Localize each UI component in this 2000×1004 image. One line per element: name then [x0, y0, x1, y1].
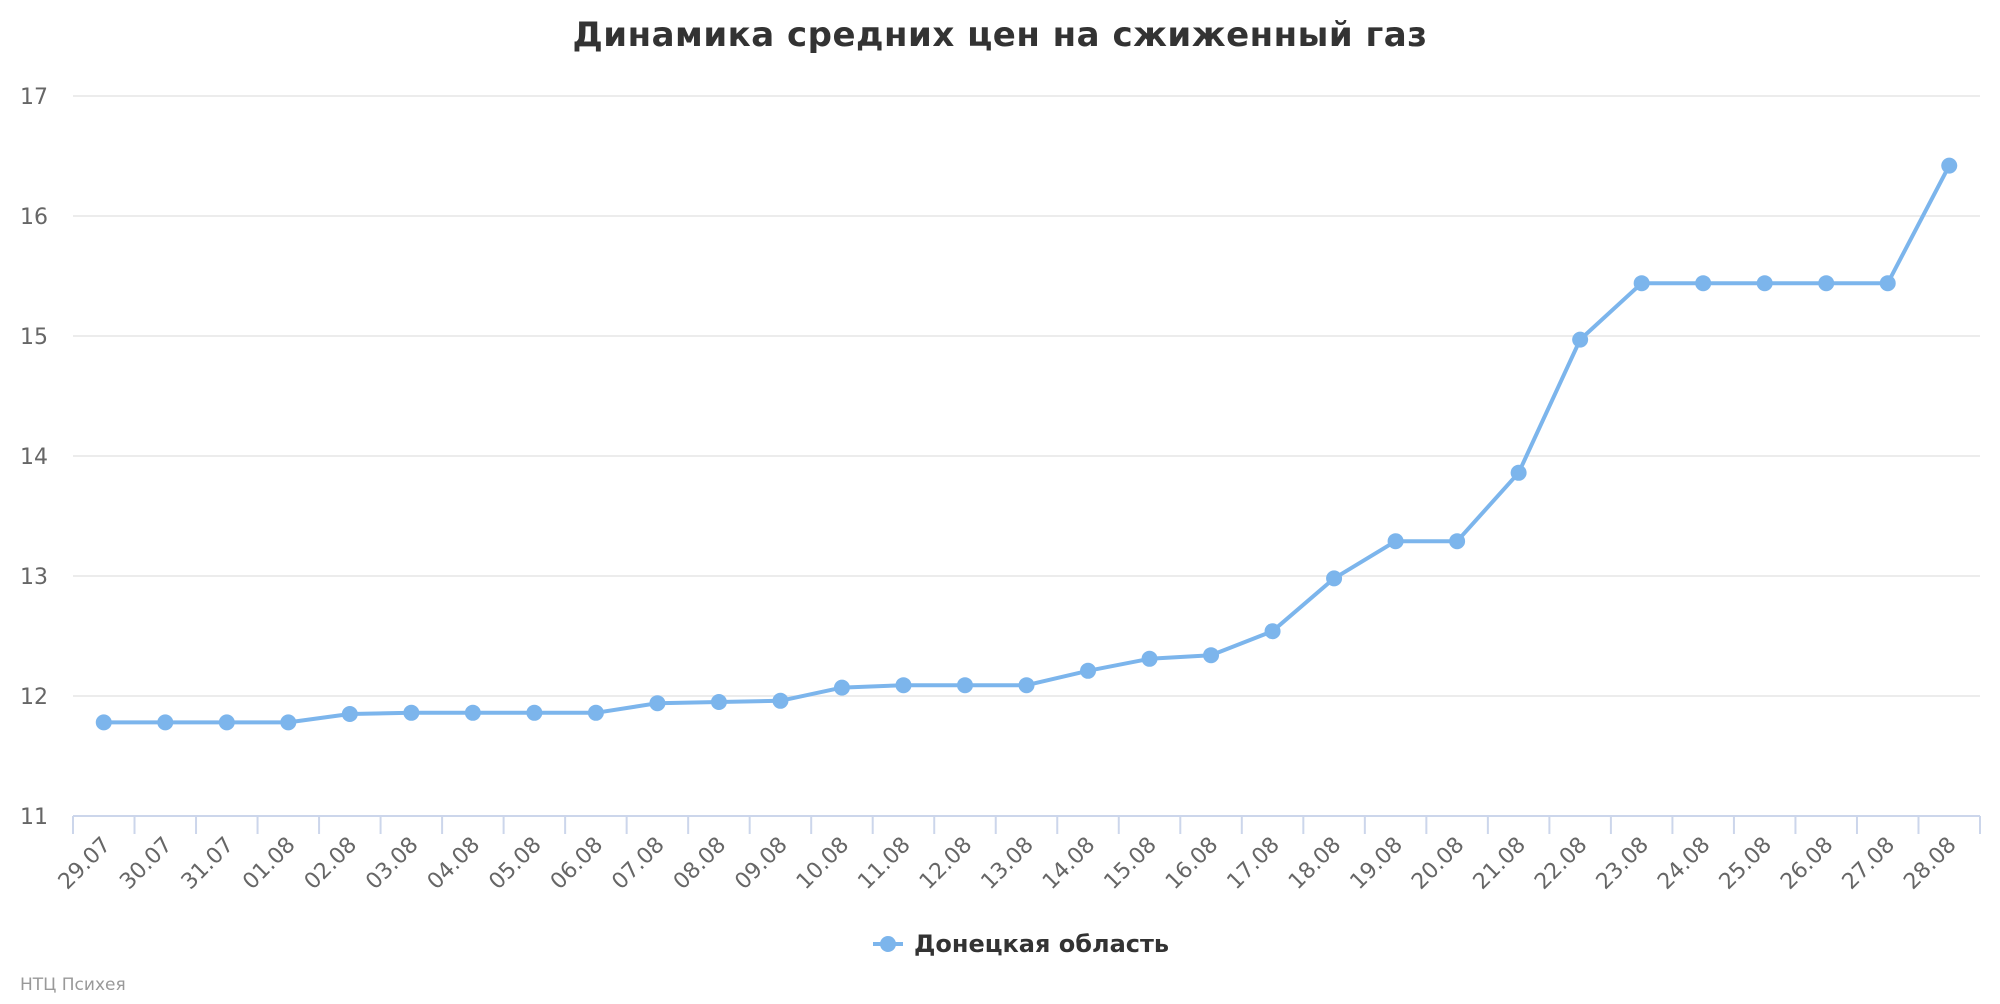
data-point[interactable] — [403, 704, 420, 721]
data-point[interactable] — [1141, 650, 1158, 667]
x-tick-label: 26.08 — [1776, 833, 1838, 895]
x-tick-label: 23.08 — [1592, 833, 1654, 895]
data-point[interactable] — [464, 704, 481, 721]
y-tick-label: 15 — [20, 325, 48, 350]
data-point[interactable] — [1756, 275, 1773, 292]
x-tick-label: 07.08 — [607, 833, 669, 895]
data-point[interactable] — [1572, 331, 1589, 348]
data-point[interactable] — [895, 677, 912, 694]
legend-label: Донецкая область — [914, 930, 1169, 958]
data-point[interactable] — [1633, 275, 1650, 292]
data-point[interactable] — [1264, 623, 1281, 640]
x-tick-label: 09.08 — [730, 833, 792, 895]
data-point[interactable] — [1387, 533, 1404, 550]
x-tick-label: 28.08 — [1899, 833, 1961, 895]
data-point[interactable] — [1080, 662, 1097, 679]
data-point[interactable] — [218, 714, 235, 731]
data-point[interactable] — [710, 694, 727, 710]
y-axis: 11 12 13 14 15 16 17 — [20, 85, 48, 830]
y-tick-label: 14 — [20, 445, 48, 470]
series-layer — [95, 157, 1958, 731]
x-tick-label: 29.07 — [54, 833, 116, 895]
data-point[interactable] — [649, 695, 666, 712]
y-tick-label: 16 — [20, 205, 48, 230]
x-tick-label: 27.08 — [1838, 833, 1900, 895]
data-point[interactable] — [1449, 533, 1466, 550]
x-tick-label: 22.08 — [1530, 833, 1592, 895]
x-tick-label: 13.08 — [977, 833, 1039, 895]
data-point[interactable] — [772, 692, 789, 709]
data-point[interactable] — [1018, 677, 1035, 694]
x-tick-label: 06.08 — [546, 833, 608, 895]
x-tick-label: 31.07 — [177, 833, 239, 895]
credits-text: НТЦ Психея — [20, 975, 126, 995]
x-tick-label: 16.08 — [1161, 833, 1223, 895]
data-point[interactable] — [1818, 275, 1835, 292]
data-point[interactable] — [341, 706, 358, 722]
chart-title: Динамика средних цен на сжиженный газ — [572, 15, 1427, 55]
data-point[interactable] — [280, 714, 297, 731]
x-axis: 29.07 30.07 31.07 01.08 02.08 03.08 04.08 05.08… — [54, 815, 1981, 895]
x-tick-label: 21.08 — [1469, 833, 1531, 895]
x-tick-label: 04.08 — [423, 833, 485, 895]
legend-marker-icon — [880, 936, 896, 952]
x-tick-label: 03.08 — [361, 833, 423, 895]
x-tick-label: 30.07 — [115, 833, 177, 895]
data-point[interactable] — [1510, 464, 1527, 481]
data-point[interactable] — [833, 679, 850, 696]
x-tick-label: 15.08 — [1100, 833, 1162, 895]
data-point[interactable] — [1941, 157, 1958, 174]
series-line — [101, 163, 1952, 725]
x-tick-label: 24.08 — [1653, 833, 1715, 895]
y-tick-label: 12 — [20, 685, 48, 710]
x-tick-label: 08.08 — [669, 833, 731, 895]
data-point[interactable] — [956, 677, 973, 694]
x-tick-label: 02.08 — [300, 833, 362, 895]
x-tick-label: 12.08 — [915, 833, 977, 895]
x-tick-label: 20.08 — [1407, 833, 1469, 895]
data-point[interactable] — [526, 704, 543, 721]
x-tick-label: 19.08 — [1346, 833, 1408, 895]
data-point[interactable] — [1695, 275, 1712, 292]
grid-lines — [73, 95, 1980, 697]
data-point[interactable] — [1879, 275, 1896, 292]
x-tick-label: 01.08 — [238, 833, 300, 895]
x-tick-label: 18.08 — [1284, 833, 1346, 895]
data-point[interactable] — [587, 704, 604, 721]
y-tick-label: 11 — [20, 805, 48, 830]
x-tick-label: 14.08 — [1038, 833, 1100, 895]
x-tick-label: 10.08 — [792, 833, 854, 895]
x-tick-label: 05.08 — [484, 833, 546, 895]
data-point[interactable] — [1203, 647, 1220, 664]
legend[interactable]: Донецкая область — [873, 930, 1169, 958]
y-tick-label: 17 — [20, 85, 48, 110]
x-tick-label: 25.08 — [1715, 833, 1777, 895]
x-tick-label: 11.08 — [853, 833, 915, 895]
data-point[interactable] — [1326, 570, 1343, 587]
x-tick-label: 17.08 — [1223, 833, 1285, 895]
data-point[interactable] — [157, 714, 174, 731]
y-tick-label: 13 — [20, 565, 48, 590]
data-point[interactable] — [95, 714, 112, 731]
